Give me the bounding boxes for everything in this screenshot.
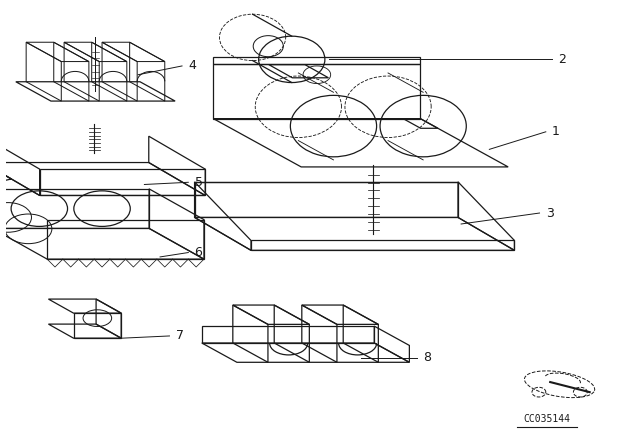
Text: 8: 8 bbox=[424, 351, 431, 364]
Text: CC035144: CC035144 bbox=[524, 414, 570, 424]
Text: 3: 3 bbox=[546, 207, 554, 220]
Text: 7: 7 bbox=[176, 329, 184, 342]
Text: 6: 6 bbox=[195, 246, 202, 259]
Text: 2: 2 bbox=[558, 53, 566, 66]
Text: 1: 1 bbox=[552, 125, 560, 138]
Text: 4: 4 bbox=[188, 60, 196, 73]
Text: 5: 5 bbox=[195, 176, 202, 189]
